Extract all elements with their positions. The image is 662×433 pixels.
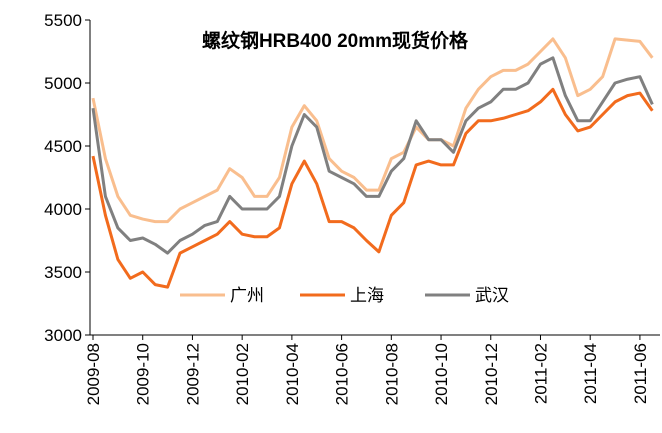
x-tick-label: 2011-04 [581, 343, 600, 404]
x-tick-label: 2010-08 [382, 343, 401, 405]
x-tick-label: 2010-06 [333, 343, 352, 405]
x-tick-label: 2010-12 [482, 343, 501, 405]
legend-label: 上海 [350, 286, 384, 305]
legend-label: 武汉 [475, 286, 509, 305]
x-tick-label: 2010-04 [283, 343, 302, 405]
x-tick-label: 2011-06 [631, 343, 650, 404]
x-tick-label: 2011-02 [531, 343, 550, 404]
y-tick-label: 4000 [44, 200, 82, 219]
x-tick-label: 2010-02 [233, 343, 252, 405]
legend-label: 广州 [230, 286, 264, 305]
y-tick-label: 3500 [44, 263, 82, 282]
series-line [91, 37, 654, 224]
y-tick-label: 4500 [44, 137, 82, 156]
x-tick-label: 2010-10 [432, 343, 451, 405]
chart-title: 螺纹钢HRB400 20mm现货价格 [202, 29, 469, 52]
x-tick-label: 2009-12 [183, 343, 202, 405]
series-line [91, 56, 654, 255]
y-tick-label: 5500 [44, 11, 82, 30]
x-tick-label: 2009-10 [134, 343, 153, 405]
x-tick-label: 2009-08 [84, 343, 103, 405]
series-line [91, 87, 654, 289]
y-tick-label: 3000 [44, 326, 82, 345]
y-tick-label: 5000 [44, 74, 82, 93]
